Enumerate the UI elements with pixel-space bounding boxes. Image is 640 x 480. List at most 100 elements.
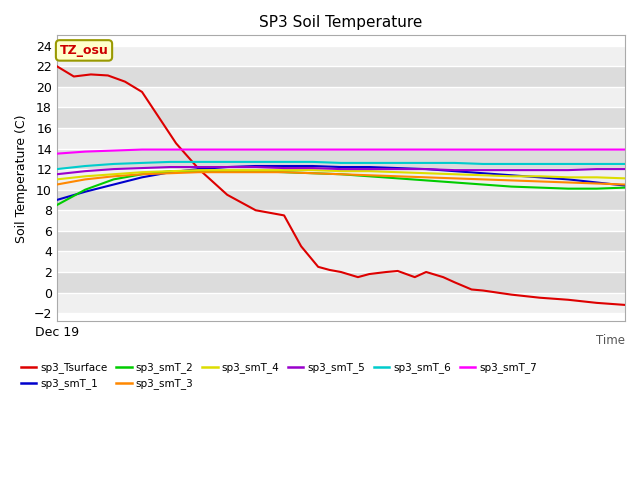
sp3_smT_5 bbox=[53, 171, 61, 177]
sp3_smT_4 bbox=[394, 169, 401, 175]
sp3_smT_2 bbox=[394, 176, 401, 181]
sp3_smT_4 bbox=[536, 173, 543, 179]
sp3_smT_1 bbox=[138, 174, 146, 180]
sp3_Tsurface bbox=[479, 288, 487, 293]
sp3_smT_2 bbox=[621, 185, 629, 191]
sp3_smT_2 bbox=[166, 168, 174, 174]
sp3_Tsurface bbox=[422, 269, 430, 275]
sp3_smT_4 bbox=[337, 168, 345, 174]
Line: sp3_smT_2: sp3_smT_2 bbox=[57, 171, 625, 205]
Bar bbox=[57, 87, 625, 108]
sp3_smT_5 bbox=[508, 167, 515, 173]
sp3_smT_2 bbox=[252, 168, 259, 174]
sp3_smT_5 bbox=[422, 166, 430, 172]
sp3_smT_5 bbox=[337, 166, 345, 172]
sp3_smT_2 bbox=[308, 170, 316, 176]
sp3_smT_5 bbox=[138, 165, 146, 171]
sp3_Tsurface bbox=[138, 89, 146, 95]
Bar bbox=[57, 190, 625, 210]
sp3_smT_7 bbox=[308, 147, 316, 153]
sp3_smT_7 bbox=[564, 147, 572, 153]
sp3_smT_6 bbox=[252, 159, 259, 165]
sp3_smT_7 bbox=[365, 147, 373, 153]
sp3_smT_6 bbox=[223, 159, 231, 165]
sp3_smT_4 bbox=[422, 170, 430, 176]
sp3_smT_6 bbox=[138, 160, 146, 166]
Y-axis label: Soil Temperature (C): Soil Temperature (C) bbox=[15, 114, 28, 242]
Text: TZ_osu: TZ_osu bbox=[60, 44, 108, 57]
Line: sp3_smT_4: sp3_smT_4 bbox=[57, 170, 625, 180]
Line: sp3_smT_7: sp3_smT_7 bbox=[57, 150, 625, 154]
sp3_smT_7 bbox=[593, 147, 600, 153]
sp3_smT_6 bbox=[280, 159, 288, 165]
sp3_smT_4 bbox=[593, 174, 600, 180]
sp3_Tsurface bbox=[536, 295, 543, 300]
Bar bbox=[57, 128, 625, 148]
sp3_Tsurface bbox=[252, 207, 259, 213]
sp3_smT_6 bbox=[53, 166, 61, 172]
sp3_smT_7 bbox=[252, 147, 259, 153]
Bar bbox=[57, 293, 625, 313]
Line: sp3_smT_5: sp3_smT_5 bbox=[57, 167, 625, 174]
sp3_smT_1 bbox=[195, 166, 203, 172]
sp3_smT_3 bbox=[53, 181, 61, 187]
sp3_smT_7 bbox=[337, 147, 345, 153]
sp3_smT_2 bbox=[280, 169, 288, 175]
sp3_smT_1 bbox=[508, 172, 515, 178]
sp3_smT_7 bbox=[81, 149, 89, 155]
sp3_smT_1 bbox=[53, 197, 61, 203]
sp3_Tsurface bbox=[195, 166, 203, 172]
sp3_smT_6 bbox=[621, 161, 629, 167]
sp3_smT_6 bbox=[394, 160, 401, 166]
Bar bbox=[57, 148, 625, 169]
sp3_smT_1 bbox=[252, 163, 259, 169]
sp3_smT_6 bbox=[166, 159, 174, 165]
sp3_smT_7 bbox=[138, 147, 146, 153]
Line: sp3_smT_1: sp3_smT_1 bbox=[57, 166, 625, 200]
sp3_smT_2 bbox=[422, 178, 430, 183]
Legend: sp3_Tsurface, sp3_smT_1, sp3_smT_2, sp3_smT_3, sp3_smT_4, sp3_smT_5, sp3_smT_6, : sp3_Tsurface, sp3_smT_1, sp3_smT_2, sp3_… bbox=[17, 358, 541, 394]
sp3_smT_5 bbox=[394, 166, 401, 172]
sp3_smT_3 bbox=[394, 173, 401, 179]
sp3_Tsurface bbox=[314, 264, 322, 270]
sp3_Tsurface bbox=[621, 302, 629, 308]
sp3_smT_4 bbox=[508, 173, 515, 179]
sp3_Tsurface bbox=[70, 73, 77, 79]
sp3_smT_3 bbox=[337, 171, 345, 177]
sp3_smT_6 bbox=[422, 160, 430, 166]
sp3_smT_2 bbox=[451, 180, 458, 185]
sp3_smT_6 bbox=[451, 160, 458, 166]
sp3_smT_5 bbox=[81, 168, 89, 174]
sp3_smT_4 bbox=[365, 168, 373, 174]
sp3_smT_5 bbox=[195, 164, 203, 170]
sp3_smT_1 bbox=[110, 181, 118, 187]
sp3_smT_3 bbox=[308, 170, 316, 176]
Bar bbox=[57, 66, 625, 87]
sp3_smT_6 bbox=[479, 161, 487, 167]
Bar bbox=[57, 46, 625, 66]
sp3_smT_4 bbox=[308, 167, 316, 173]
sp3_smT_2 bbox=[337, 171, 345, 177]
sp3_Tsurface bbox=[104, 72, 112, 78]
sp3_Tsurface bbox=[298, 243, 305, 249]
sp3_smT_3 bbox=[508, 178, 515, 183]
sp3_smT_4 bbox=[479, 172, 487, 178]
sp3_smT_3 bbox=[593, 180, 600, 186]
sp3_smT_5 bbox=[536, 167, 543, 173]
Bar bbox=[57, 252, 625, 272]
sp3_smT_5 bbox=[223, 164, 231, 170]
sp3_smT_6 bbox=[308, 159, 316, 165]
sp3_smT_2 bbox=[81, 187, 89, 192]
Bar bbox=[57, 210, 625, 231]
sp3_smT_5 bbox=[479, 167, 487, 173]
sp3_smT_7 bbox=[394, 147, 401, 153]
sp3_smT_1 bbox=[536, 174, 543, 180]
sp3_smT_1 bbox=[223, 164, 231, 170]
sp3_smT_4 bbox=[195, 167, 203, 173]
sp3_smT_2 bbox=[223, 168, 231, 174]
sp3_Tsurface bbox=[326, 267, 333, 273]
sp3_smT_5 bbox=[621, 166, 629, 172]
sp3_smT_7 bbox=[223, 147, 231, 153]
sp3_smT_5 bbox=[252, 164, 259, 170]
sp3_smT_5 bbox=[110, 166, 118, 172]
